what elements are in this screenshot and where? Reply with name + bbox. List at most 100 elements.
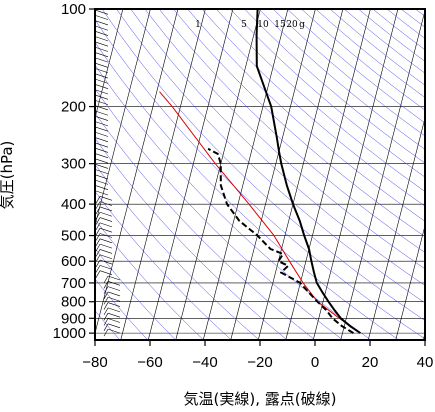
- isotherm-line: [147, 9, 234, 340]
- wind-barb-flag: [103, 328, 109, 337]
- isotherm-line: [312, 9, 399, 340]
- y-tick-label: 600: [61, 253, 86, 270]
- x-tick-label: 40: [417, 354, 434, 371]
- dry-adiabat-line: [301, 9, 425, 111]
- wind-barb: [107, 275, 121, 281]
- dry-adiabat-line: [315, 9, 425, 98]
- wind-barb-flag: [103, 281, 109, 289]
- wind-barb: [107, 296, 121, 302]
- dry-adiabat-lines: [95, 9, 425, 340]
- isotherm-line: [95, 9, 151, 227]
- dry-adiabat-line: [173, 9, 425, 238]
- wind-barb: [99, 270, 113, 275]
- mixing-ratio-label: 10: [257, 20, 269, 30]
- dry-adiabat-line: [95, 19, 425, 340]
- wind-barb: [99, 217, 113, 222]
- isotherm-line: [257, 9, 344, 340]
- x-axis-ticks: −80 −60 −40 −20 0 20 40: [82, 340, 433, 371]
- isotherm-line: [202, 9, 289, 340]
- dry-adiabat-line: [244, 9, 425, 164]
- wind-barb: [95, 68, 109, 74]
- wind-barb: [99, 243, 113, 249]
- wind-barb: [107, 302, 121, 307]
- isotherm-lines: [95, 9, 425, 340]
- x-axis-title: 気温(実線), 露点(破線): [184, 390, 337, 408]
- wind-barb: [95, 100, 109, 105]
- wind-barb: [95, 137, 109, 143]
- wind-barb: [95, 79, 109, 84]
- dry-adiabat-line: [95, 137, 288, 340]
- wind-barb-flag: [95, 222, 101, 231]
- wind-barb-flag: [95, 265, 101, 273]
- wind-barb: [95, 105, 109, 111]
- wind-barb: [95, 52, 109, 58]
- wind-barb: [99, 206, 113, 212]
- wind-barb-flag: [95, 201, 101, 209]
- y-axis-title: 気圧(hPa): [0, 141, 16, 210]
- wind-barb-flag: [95, 233, 101, 241]
- dry-adiabat-line: [95, 191, 232, 340]
- x-tick-label: −20: [247, 354, 272, 371]
- dry-adiabat-line: [187, 9, 425, 222]
- y-tick-label: 200: [61, 99, 86, 116]
- dry-adiabat-line: [230, 9, 425, 178]
- dry-adiabat-line: [95, 248, 176, 340]
- dewpoint-line: [207, 147, 355, 334]
- y-tick-label: 900: [61, 310, 86, 327]
- wind-barb-flag: [103, 297, 109, 305]
- wind-barb: [95, 110, 109, 116]
- wind-barb: [95, 31, 109, 36]
- dry-adiabat-line: [95, 88, 344, 340]
- parcel-line: [159, 91, 361, 334]
- temperature-line: [255, 9, 361, 334]
- wind-barb: [95, 41, 109, 47]
- temperature-curve: [255, 9, 361, 334]
- wind-barb: [107, 328, 121, 334]
- wind-barb: [95, 142, 109, 148]
- dry-adiabat-line: [159, 9, 425, 253]
- wind-barb: [99, 222, 113, 228]
- wind-barb: [95, 47, 109, 52]
- wind-barb-flag: [103, 318, 109, 326]
- dry-adiabat-line: [258, 9, 425, 150]
- dry-adiabat-line: [215, 9, 425, 192]
- wind-barb: [95, 73, 109, 79]
- wind-barb: [95, 116, 109, 121]
- isotherm-line: [95, 9, 124, 120]
- wind-barb-flag: [95, 217, 101, 225]
- x-tick-label: −60: [137, 354, 162, 371]
- wind-barb: [99, 259, 113, 265]
- wind-barb: [99, 238, 113, 244]
- wind-barb-flag: [103, 286, 109, 294]
- wind-barb: [95, 36, 109, 42]
- dry-adiabat-line: [95, 163, 260, 340]
- wind-barb-flag: [103, 313, 109, 321]
- isotherm-line: [175, 9, 261, 340]
- wind-barb: [95, 185, 109, 190]
- mixing-ratio-label: 15: [274, 20, 286, 30]
- wind-barb: [95, 190, 109, 196]
- wind-barb: [95, 153, 109, 159]
- y-tick-label: 700: [61, 275, 86, 292]
- mixing-ratio-label: 1: [195, 20, 201, 30]
- wind-barb: [99, 249, 113, 254]
- wind-barb: [95, 63, 109, 68]
- y-tick-label: 100: [61, 1, 86, 18]
- dry-adiabat-line: [144, 9, 425, 270]
- dewpoint-curve: [207, 147, 355, 334]
- dry-adiabat-line: [95, 278, 148, 340]
- wind-barb: [107, 312, 121, 318]
- wind-barb-flag: [95, 196, 101, 204]
- parcel-curve: [159, 91, 361, 334]
- wind-barb: [99, 265, 113, 270]
- mixing-ratio-label: 5: [241, 20, 247, 30]
- wind-barb: [95, 164, 109, 169]
- isotherm-line: [395, 224, 425, 340]
- wind-barb: [95, 25, 109, 31]
- wind-barb: [99, 196, 113, 201]
- dry-adiabat-line: [287, 9, 425, 124]
- isotherm-line: [120, 9, 206, 340]
- wind-barb: [95, 15, 109, 20]
- wind-barb-flag: [95, 270, 101, 278]
- isotherm-line: [367, 116, 425, 340]
